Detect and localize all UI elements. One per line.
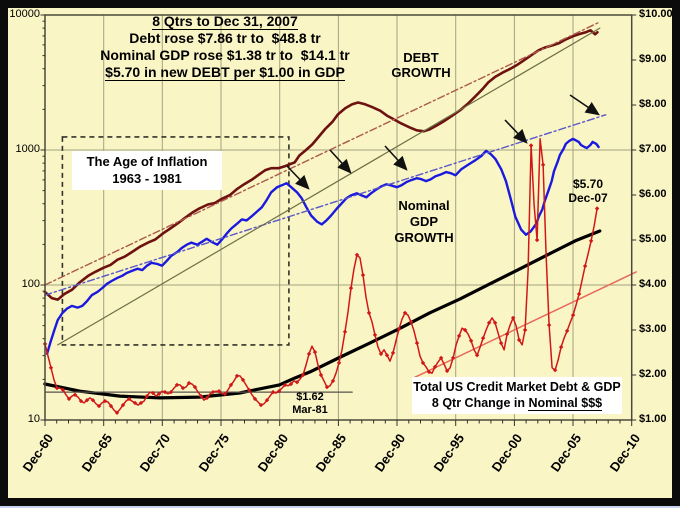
title-line-2: Debt rose $7.86 tr to $48.8 tr [129, 30, 321, 46]
gdp-reference-line-line [57, 27, 601, 346]
title-line-3: Nominal GDP rose $1.38 tr to $14.1 tr [100, 47, 350, 63]
y-left-tick-label: 10 [27, 413, 40, 425]
y-right-tick-label: $5.00 [639, 233, 667, 245]
title-line-1: 8 Qtrs to Dec 31, 2007 [152, 13, 298, 30]
debt-trendline-line [44, 21, 601, 286]
page-bottom-strip [0, 506, 680, 514]
chart-subject-label: Total US Credit Market Debt & GDP 8 Qtr … [412, 377, 622, 414]
y-right-tick-label: $6.00 [639, 188, 667, 200]
age-of-inflation-dashed-box [61, 136, 290, 346]
gridlines [45, 15, 632, 420]
y-right-tick-label: $3.00 [639, 323, 667, 335]
nominal-gdp-growth-label: Nominal GDP GROWTH [394, 198, 454, 245]
end-value-label: $5.70 Dec-07 [568, 177, 608, 205]
chart-title-block: 8 Qtrs to Dec 31, 2007 Debt rose $7.86 t… [55, 13, 395, 81]
y-left-tick-label: 1000 [15, 143, 40, 155]
y-right-tick-label: $10.00 [639, 8, 673, 20]
annotation-arrow [384, 145, 408, 171]
y-left-tick-label: 100 [21, 278, 40, 290]
mar81-value-label: $1.62 Mar-81 [292, 391, 328, 416]
gdp-trendline-line [44, 114, 607, 296]
annotation-arrow [329, 149, 352, 174]
y-right-tick-label: $7.00 [639, 143, 667, 155]
axis-ticks [40, 14, 637, 426]
annotation-arrow [504, 119, 528, 144]
title-line-4: $5.70 in new DEBT per $1.00 in GDP [105, 64, 345, 81]
annotation-arrow [286, 165, 310, 190]
age-of-inflation-label: The Age of Inflation 1963 - 1981 [72, 151, 222, 190]
y-right-tick-label: $4.00 [639, 278, 667, 290]
y-right-tick-label: $1.00 [639, 413, 667, 425]
nominal-gdp-growth-line [45, 137, 600, 355]
y-right-tick-label: $9.00 [639, 53, 667, 65]
trend-curve-line [43, 229, 602, 400]
y-right-tick-label: $8.00 [639, 98, 667, 110]
y-right-tick-label: $2.00 [639, 368, 667, 380]
debt-growth-label: DEBT GROWTH [391, 50, 451, 80]
annotation-arrows [286, 94, 600, 190]
series-layer [42, 21, 637, 416]
y-left-tick-label: 10000 [9, 8, 40, 20]
debt-growth-line [43, 29, 599, 301]
annotation-arrow [569, 94, 600, 116]
